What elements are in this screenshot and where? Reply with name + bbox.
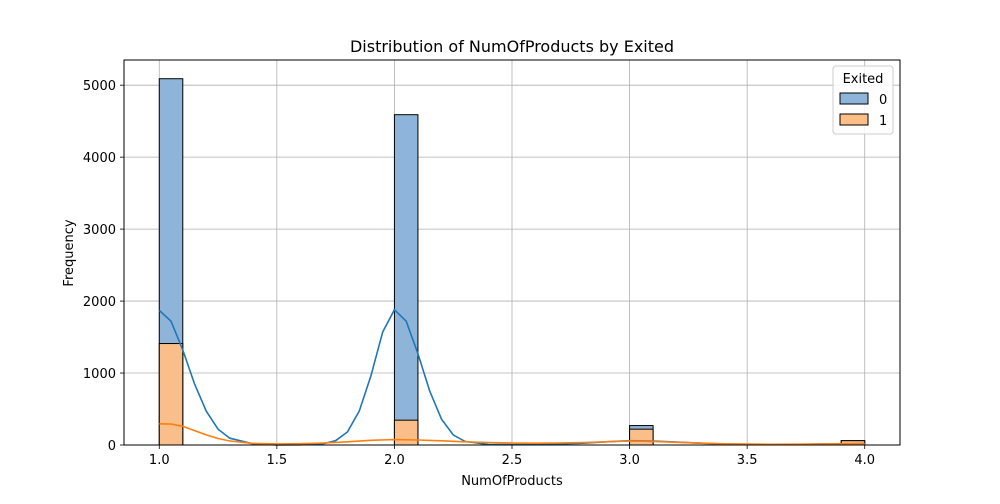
histogram-bar-exited-1 [629,428,654,446]
y-axis-label: Frequency [62,219,77,286]
x-tick-label: 3.0 [619,453,640,468]
histogram-bar-exited-0 [393,114,419,446]
x-tick-label: 4.0 [854,453,875,468]
histogram-bars [158,78,866,446]
legend-label-1: 1 [879,114,887,129]
grid-lines [124,60,900,446]
legend: Exited 0 1 [832,65,894,135]
x-tick-label: 1.5 [267,453,288,468]
histogram-bar-exited-1 [393,419,419,446]
x-tick-label: 2.0 [384,453,405,468]
kde-curves [158,308,865,446]
y-axis-ticks: 0 1000 2000 3000 4000 5000 [83,79,124,454]
x-tick-label: 1.0 [149,453,170,468]
histogram-bar-exited-1 [158,343,184,446]
legend-title: Exited [843,72,884,87]
legend-swatch-1 [839,113,869,126]
x-tick-label: 3.5 [737,453,758,468]
x-axis-ticks: 1.0 1.5 2.0 2.5 3.0 3.5 4.0 [149,445,875,468]
y-tick-label: 0 [108,439,116,454]
y-tick-label: 3000 [83,223,116,238]
y-tick-label: 4000 [83,151,116,166]
y-tick-label: 1000 [83,367,116,382]
y-tick-label: 5000 [83,79,116,94]
legend-label-0: 0 [879,93,887,108]
x-tick-label: 2.5 [502,453,523,468]
y-tick-label: 2000 [83,295,116,310]
chart-title: Distribution of NumOfProducts by Exited [350,37,674,56]
kde-curve-exited-1 [159,423,865,446]
legend-swatch-0 [839,92,869,105]
x-axis-label: NumOfProducts [461,474,563,489]
